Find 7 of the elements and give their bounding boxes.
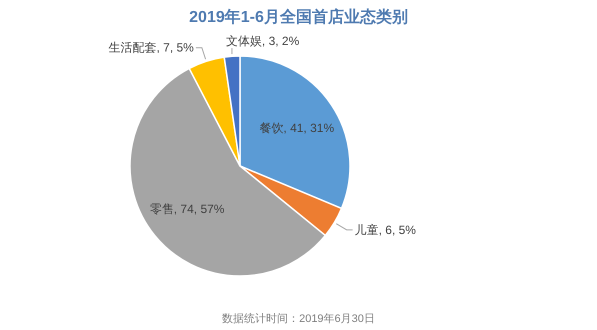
slice-label: 文体娱, 3, 2%	[226, 34, 300, 48]
text: 数据统计时间：2019年6月30日	[222, 312, 375, 325]
slice-label: 生活配套, 7, 5%	[108, 40, 194, 55]
slice-label: 餐饮, 41, 31%	[259, 121, 334, 136]
slice-label: 儿童, 6, 5%	[354, 222, 416, 237]
slice-label: 零售, 74, 57%	[150, 202, 225, 216]
chart-title: 2019年1-6月全国首店业态类别	[189, 7, 408, 26]
